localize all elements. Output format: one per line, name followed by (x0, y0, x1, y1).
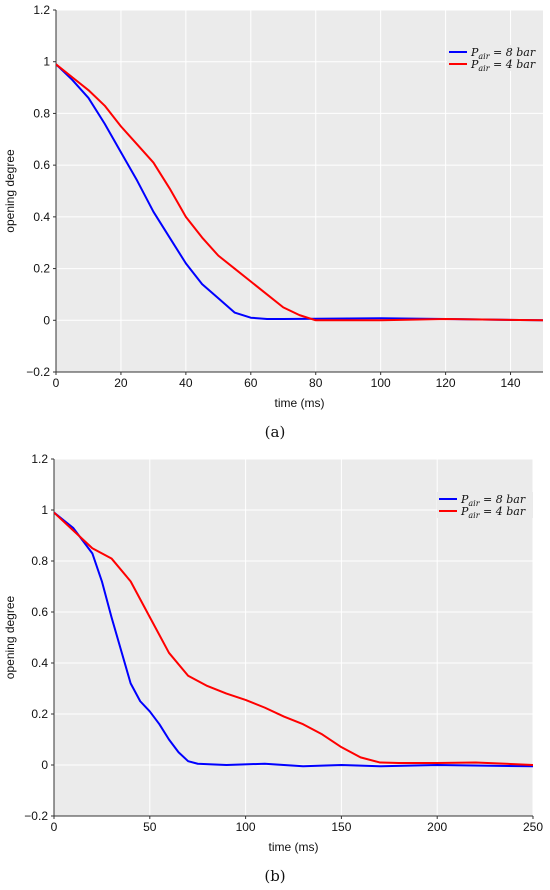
y-tick-label: 1.2 (33, 3, 50, 17)
x-tick-label: 80 (309, 376, 323, 390)
x-tick-label: 40 (179, 376, 193, 390)
series-line-4bar (56, 63, 543, 322)
x-axis-label: time (ms) (275, 396, 325, 410)
x-tick-label: 120 (436, 376, 456, 390)
y-tick-label: −0.2 (24, 809, 48, 823)
x-tick-label: 0 (53, 376, 60, 390)
series-line-8bar (56, 63, 543, 322)
x-tick-label: 100 (236, 820, 256, 834)
y-tick-label: 1 (43, 55, 50, 69)
x-tick-label: 100 (371, 376, 391, 390)
x-tick-label: 150 (331, 820, 351, 834)
y-tick-label: 0.6 (31, 605, 48, 619)
y-tick-label: −0.2 (26, 365, 50, 379)
y-tick-label: 0.6 (33, 158, 50, 172)
legend-label: Pair = 4 bar (470, 58, 536, 73)
plot-area (54, 459, 533, 816)
x-tick-label: 200 (427, 820, 447, 834)
legend-label: Pair = 8 bar (460, 493, 526, 508)
y-tick-label: 0 (43, 313, 50, 327)
figure-caption: (b) (264, 867, 285, 885)
figure-caption: (a) (265, 423, 286, 441)
x-axis-label: time (ms) (269, 840, 319, 854)
x-tick-label: 50 (143, 820, 157, 834)
y-tick-label: 0.2 (31, 707, 48, 721)
x-tick-label: 60 (244, 376, 258, 390)
chart-a: 0 20 40 60 80 100 120 140−0.200.20.40.60.811.2t… (3, 3, 543, 441)
series-line-8bar (54, 511, 533, 768)
y-tick-label: 0.4 (33, 210, 50, 224)
series-line-4bar (54, 511, 533, 766)
x-tick-label: 20 (114, 376, 128, 390)
chart-b: 0 50 100 150 200 250−0.200.20.40.60.811.2time… (3, 452, 543, 885)
legend-label: Pair = 4 bar (460, 505, 526, 520)
y-tick-label: 0.8 (33, 106, 50, 120)
y-tick-label: 0.8 (31, 554, 48, 568)
y-tick-label: 1 (41, 503, 48, 517)
y-tick-label: 1.2 (31, 452, 48, 466)
y-tick-label: 0.4 (31, 656, 48, 670)
y-tick-label: 0 (41, 758, 48, 772)
y-tick-label: 0.2 (33, 262, 50, 276)
legend-label: Pair = 8 bar (470, 46, 536, 61)
y-axis-label: opening degree (3, 149, 17, 233)
y-axis-label: opening degree (3, 595, 17, 679)
x-tick-label: 140 (501, 376, 521, 390)
x-tick-label: 250 (523, 820, 543, 834)
x-tick-label: 0 (51, 820, 58, 834)
